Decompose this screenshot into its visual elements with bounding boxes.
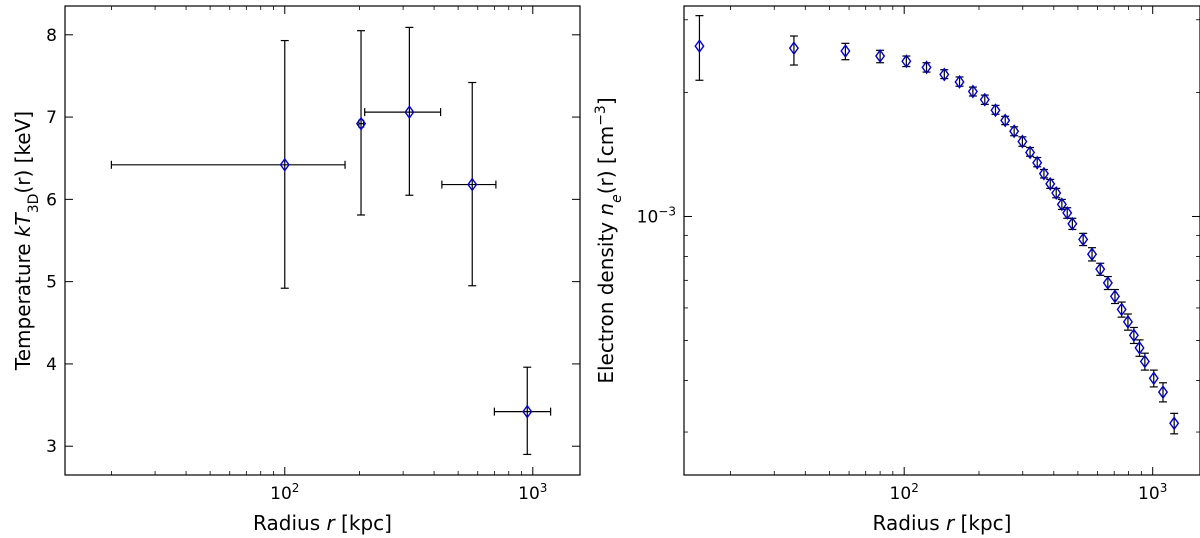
data-point-marker: [355, 116, 367, 131]
data-point-marker: [939, 67, 950, 82]
y-tick-label: 7: [46, 108, 57, 128]
data-point-marker: [901, 54, 912, 69]
error-bar: [1010, 126, 1019, 137]
error-bar: [110, 39, 346, 289]
data-series: [110, 26, 552, 456]
error-bar: [364, 26, 442, 196]
data-point-marker: [404, 105, 415, 120]
data-point-marker: [1128, 328, 1139, 343]
y-tick-label: 10−3: [637, 204, 676, 227]
x-tick-label: 102: [890, 481, 919, 504]
y-tick-label: 5: [46, 273, 57, 293]
data-point-marker: [1009, 124, 1020, 139]
y-tick-label: 4: [46, 355, 57, 375]
y-tick-label: 6: [46, 190, 57, 210]
error-bar: [1001, 115, 1010, 126]
x-axis-label: Radius r [kpc]: [253, 511, 392, 535]
data-point-marker: [1045, 176, 1056, 191]
data-point-marker: [1095, 262, 1106, 277]
data-point-marker: [1038, 166, 1049, 181]
x-tick-label: 102: [270, 481, 299, 504]
error-bar: [1039, 168, 1048, 179]
data-point-marker: [1086, 247, 1098, 262]
error-bar: [902, 55, 911, 68]
x-tick-label: 103: [518, 481, 547, 504]
error-bar: [1096, 262, 1105, 276]
y-axis-label: Electron density ne(r) [cm−3]: [593, 97, 625, 383]
data-point-marker: [1032, 155, 1043, 170]
data-point-marker: [1169, 416, 1180, 431]
data-point-marker: [1139, 354, 1150, 369]
data-point-marker: [1056, 197, 1067, 212]
data-point-marker: [1102, 275, 1113, 290]
error-bar: [1068, 217, 1077, 231]
error-bar: [493, 366, 552, 456]
error-bar: [695, 15, 704, 81]
error-bar: [968, 86, 977, 97]
data-point-marker: [1109, 289, 1121, 304]
data-point-marker: [840, 44, 851, 58]
data-point-marker: [1116, 302, 1127, 317]
data-point-marker: [954, 74, 965, 89]
data-point-marker: [979, 92, 990, 107]
y-axis-label: Temperature kT3D(r) [keV]: [11, 111, 42, 371]
error-bar: [789, 35, 798, 66]
data-point-marker: [1078, 232, 1089, 247]
data-point-marker: [875, 49, 886, 64]
y-tick-label: 3: [46, 437, 57, 457]
data-point-marker: [921, 60, 932, 75]
data-point-marker: [1067, 216, 1078, 231]
plot-frame: [64, 5, 581, 476]
data-point-marker: [990, 103, 1001, 118]
data-point-marker: [1157, 385, 1169, 400]
data-point-marker: [1051, 186, 1062, 201]
error-bar: [922, 62, 931, 73]
data-point-marker: [1134, 340, 1145, 355]
error-bar: [980, 94, 989, 106]
y-tick-label: 8: [46, 26, 57, 46]
error-bar: [1018, 136, 1027, 147]
data-point-marker: [788, 41, 799, 56]
data-point-marker: [967, 84, 978, 99]
data-series: [694, 15, 1180, 435]
data-point-marker: [467, 177, 478, 192]
x-tick-label: 103: [1138, 481, 1167, 504]
error-bar: [1079, 232, 1088, 247]
temperature-panel: 102 103 3 4 5 6 7 8 Radius r [kpc] Temperature kT…: [11, 5, 581, 535]
error-bar: [1052, 187, 1061, 199]
density-panel: 102 103 10−3 Radius r [kpc] Electron density…: [593, 5, 1200, 535]
x-axis-label: Radius r [kpc]: [873, 511, 1012, 535]
data-point-marker: [1122, 314, 1134, 329]
data-point-marker: [1062, 205, 1073, 220]
data-point-marker: [1000, 113, 1011, 128]
data-point-marker: [522, 404, 533, 419]
plot-frame: [683, 5, 1200, 476]
data-point-marker: [1148, 371, 1159, 386]
data-point-marker: [279, 157, 290, 172]
data-point-marker: [1024, 145, 1036, 160]
data-point-marker: [694, 39, 705, 54]
data-point-marker: [1017, 134, 1028, 149]
